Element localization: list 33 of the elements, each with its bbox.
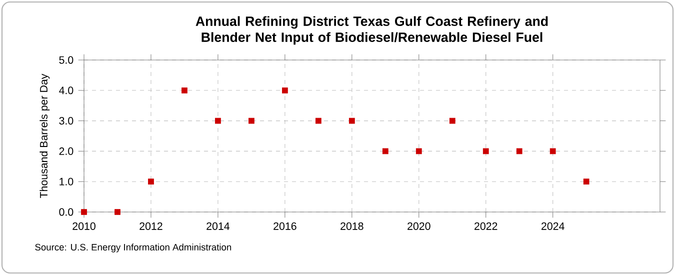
point bbox=[382, 148, 388, 154]
x-tick-label: 2022 bbox=[474, 222, 498, 230]
x-tick-label: 2012 bbox=[140, 222, 162, 230]
point bbox=[416, 148, 422, 154]
y-tick-label: 3.0 bbox=[59, 117, 74, 125]
x-tick-label: 2010 bbox=[72, 222, 96, 230]
y-tick-label: 0.0 bbox=[59, 208, 74, 216]
x-tick-label: 2024 bbox=[542, 222, 564, 230]
point bbox=[114, 209, 120, 215]
y-tick-label: 2.0 bbox=[59, 147, 74, 155]
chart-title: Annual Refining District Texas Gulf Coast Refinery and Blender Net Input of Biodiesel/Renewable Diesel Fuel bbox=[196, 16, 548, 45]
point bbox=[449, 118, 456, 124]
point bbox=[182, 87, 188, 94]
x-tick-label: 2014 bbox=[206, 222, 230, 230]
x-tick-label: 2016 bbox=[274, 222, 296, 230]
point bbox=[282, 87, 288, 94]
x-tick-label: 2018 bbox=[340, 222, 364, 230]
point bbox=[583, 178, 590, 185]
point bbox=[248, 118, 254, 124]
point bbox=[482, 148, 489, 154]
y-tick-label: 4.0 bbox=[59, 86, 74, 94]
y-tick-label: 5.0 bbox=[59, 56, 74, 64]
source-note: Source: U.S. Energy Information Administration bbox=[35, 244, 232, 252]
point bbox=[516, 148, 522, 154]
point bbox=[315, 118, 322, 124]
point bbox=[81, 209, 87, 215]
point bbox=[348, 118, 355, 124]
point bbox=[148, 178, 154, 185]
point bbox=[550, 148, 556, 154]
y-axis-title: Thousand Barrels per Day bbox=[40, 74, 50, 198]
point bbox=[215, 118, 221, 124]
x-tick-label: 2020 bbox=[408, 222, 430, 230]
y-tick-label: 1.0 bbox=[60, 178, 74, 186]
